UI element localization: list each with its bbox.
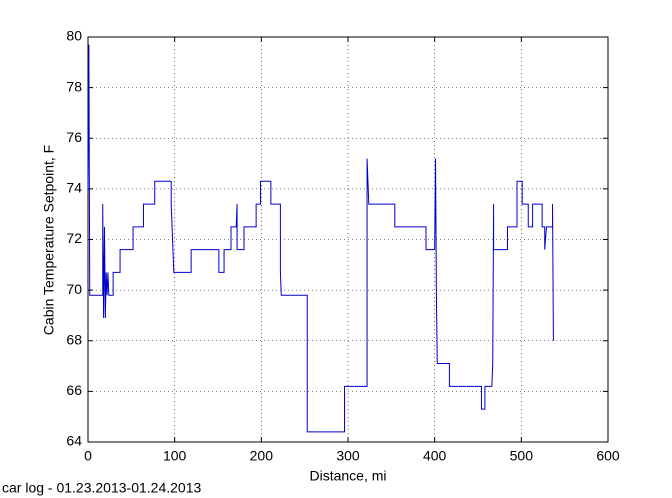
y-tick-label: 74 xyxy=(66,180,82,196)
y-tick-label: 72 xyxy=(66,230,82,246)
y-tick-label: 64 xyxy=(66,433,82,449)
x-tick-label: 100 xyxy=(163,448,187,464)
y-tick-label: 76 xyxy=(66,129,82,145)
x-tick-label: 0 xyxy=(84,448,92,464)
data-line xyxy=(87,44,554,433)
x-tick-label: 400 xyxy=(423,448,447,464)
y-tick-label: 78 xyxy=(66,78,82,94)
x-axis-label: Distance, mi xyxy=(309,468,386,484)
x-tick-label: 600 xyxy=(596,448,620,464)
y-tick-label: 66 xyxy=(66,382,82,398)
y-tick-label: 80 xyxy=(66,28,82,44)
x-tick-label: 200 xyxy=(250,448,274,464)
x-tick-label: 300 xyxy=(336,448,360,464)
x-tick-label: 500 xyxy=(510,448,534,464)
footer-annotation: car log - 01.23.2013-01.24.2013 xyxy=(2,480,201,496)
y-tick-label: 70 xyxy=(66,281,82,297)
y-tick-label: 68 xyxy=(66,331,82,347)
y-axis-label: Cabin Temperature Setpoint, F xyxy=(41,145,57,335)
